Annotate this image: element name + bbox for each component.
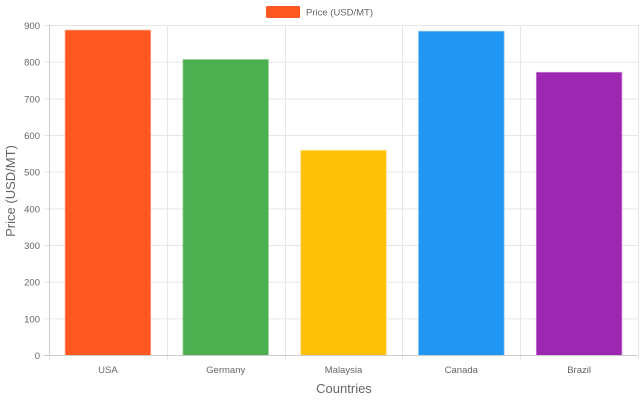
bar-canada[interactable] <box>418 30 505 356</box>
y-axis-title: Price (USD/MT) <box>3 145 18 237</box>
x-tick-label: Brazil <box>567 365 591 376</box>
axes: 0 100 200 300 400 500 600 700 800 900 USA Germany Ma… <box>24 21 638 376</box>
legend-label: Price (USD/MT) <box>306 8 373 19</box>
y-tick-label: 600 <box>24 131 40 142</box>
y-tick-label: 700 <box>24 94 40 105</box>
x-tick-label: Malaysia <box>325 365 363 376</box>
y-tick-label: 0 <box>35 351 40 362</box>
y-tick-label: 300 <box>24 241 40 252</box>
bars <box>64 29 623 356</box>
y-tick-label: 500 <box>24 168 40 179</box>
bar-malaysia[interactable] <box>300 150 387 356</box>
x-axis-title: Countries <box>316 381 372 396</box>
y-tick-label: 100 <box>24 314 40 325</box>
bar-usa[interactable] <box>64 29 152 356</box>
x-tick-label: Canada <box>445 365 479 376</box>
bar-brazil[interactable] <box>535 71 623 356</box>
y-tick-label: 400 <box>24 204 40 215</box>
x-tick-label: USA <box>98 365 118 376</box>
y-tick-label: 900 <box>24 21 40 32</box>
legend[interactable]: Price (USD/MT) <box>266 6 373 19</box>
bar-germany[interactable] <box>182 59 269 356</box>
x-tick-label: Germany <box>206 365 245 376</box>
y-tick-label: 200 <box>24 278 40 289</box>
y-tick-label: 800 <box>24 58 40 69</box>
legend-swatch <box>266 6 300 18</box>
